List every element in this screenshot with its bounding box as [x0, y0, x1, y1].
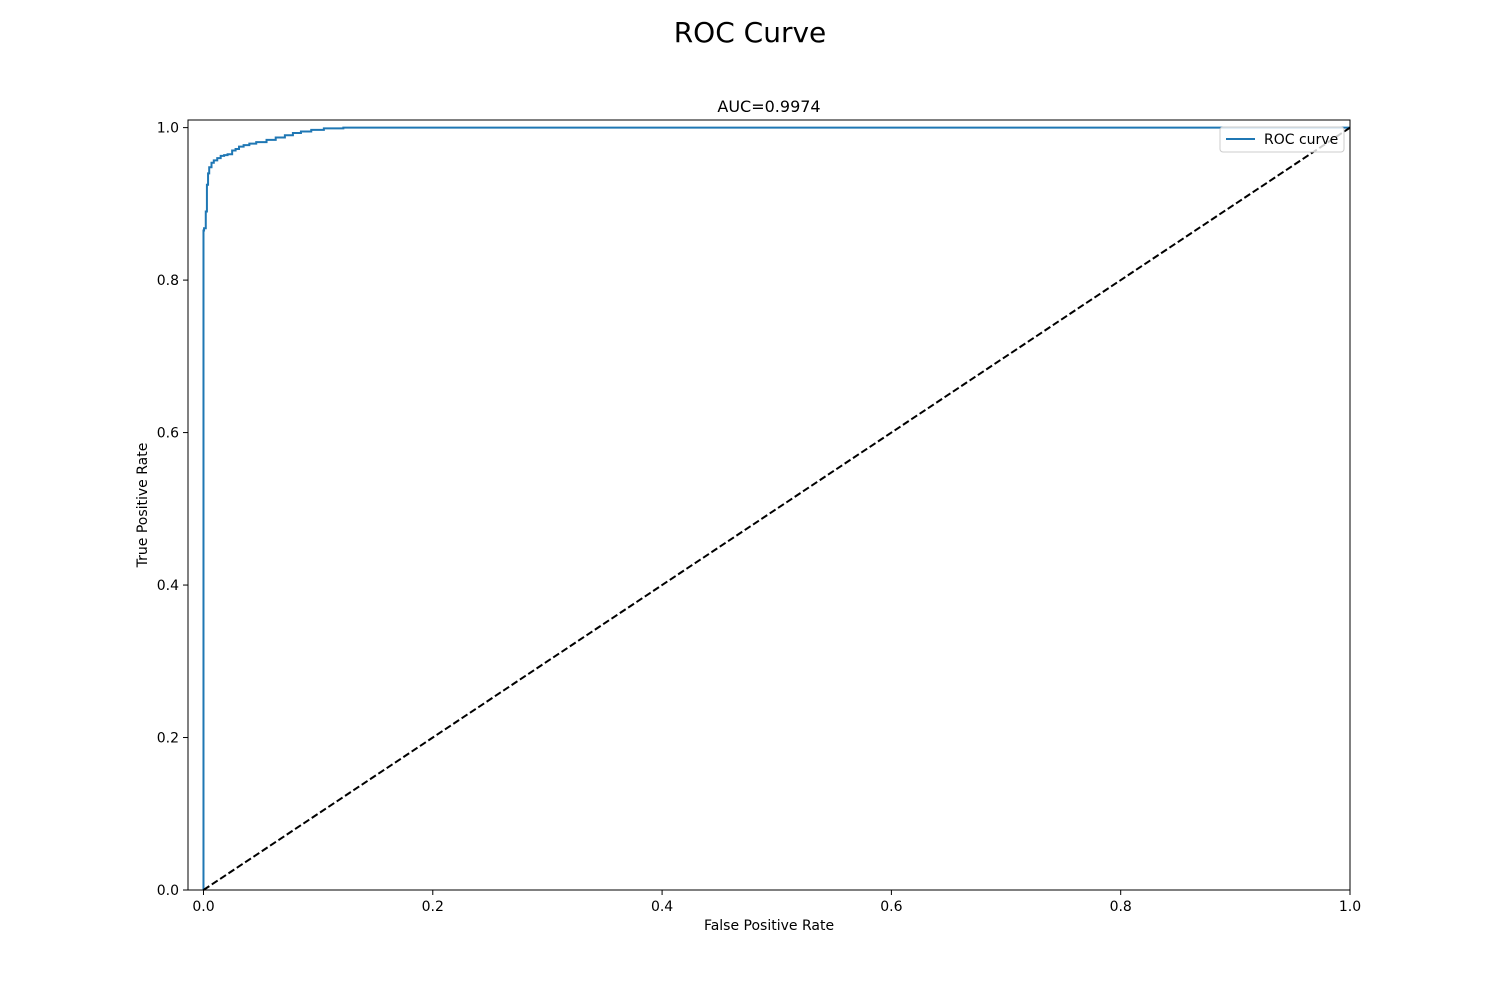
legend-box [1219, 126, 1345, 153]
y-tick-label: 0.8 [157, 273, 179, 289]
roc-curve-line [202, 126, 1350, 890]
x-tick-label: 0.8 [1110, 899, 1132, 915]
legend: ROC curve [1219, 126, 1345, 153]
y-tick-label: 0.0 [157, 883, 179, 899]
legend-label-roc-curve: ROC curve [1264, 132, 1338, 148]
y-axis-ticks: 0.0 0.2 0.4 0.6 0.8 1.0 [157, 121, 188, 899]
plot-series [202, 126, 1351, 891]
y-tick-label: 0.4 [157, 578, 179, 594]
x-tick-label: 0.6 [880, 899, 902, 915]
x-tick-label: 1.0 [1339, 899, 1361, 915]
y-tick-label: 0.2 [157, 731, 179, 747]
x-axis-ticks: 0.0 0.2 0.4 0.6 0.8 1.0 [192, 890, 1361, 915]
x-axis-label: False Positive Rate [704, 918, 834, 934]
y-axis-label: True Positive Rate [135, 443, 151, 569]
chart-title: ROC Curve [674, 16, 827, 49]
x-tick-label: 0.0 [192, 899, 214, 915]
x-tick-label: 0.2 [422, 899, 444, 915]
plot-frame [187, 119, 1351, 891]
x-tick-label: 0.4 [651, 899, 673, 915]
y-tick-label: 0.6 [157, 426, 179, 442]
y-tick-label: 1.0 [157, 121, 179, 137]
chance-diagonal-line [202, 126, 1351, 891]
chart-subtitle: AUC=0.9974 [717, 97, 820, 116]
